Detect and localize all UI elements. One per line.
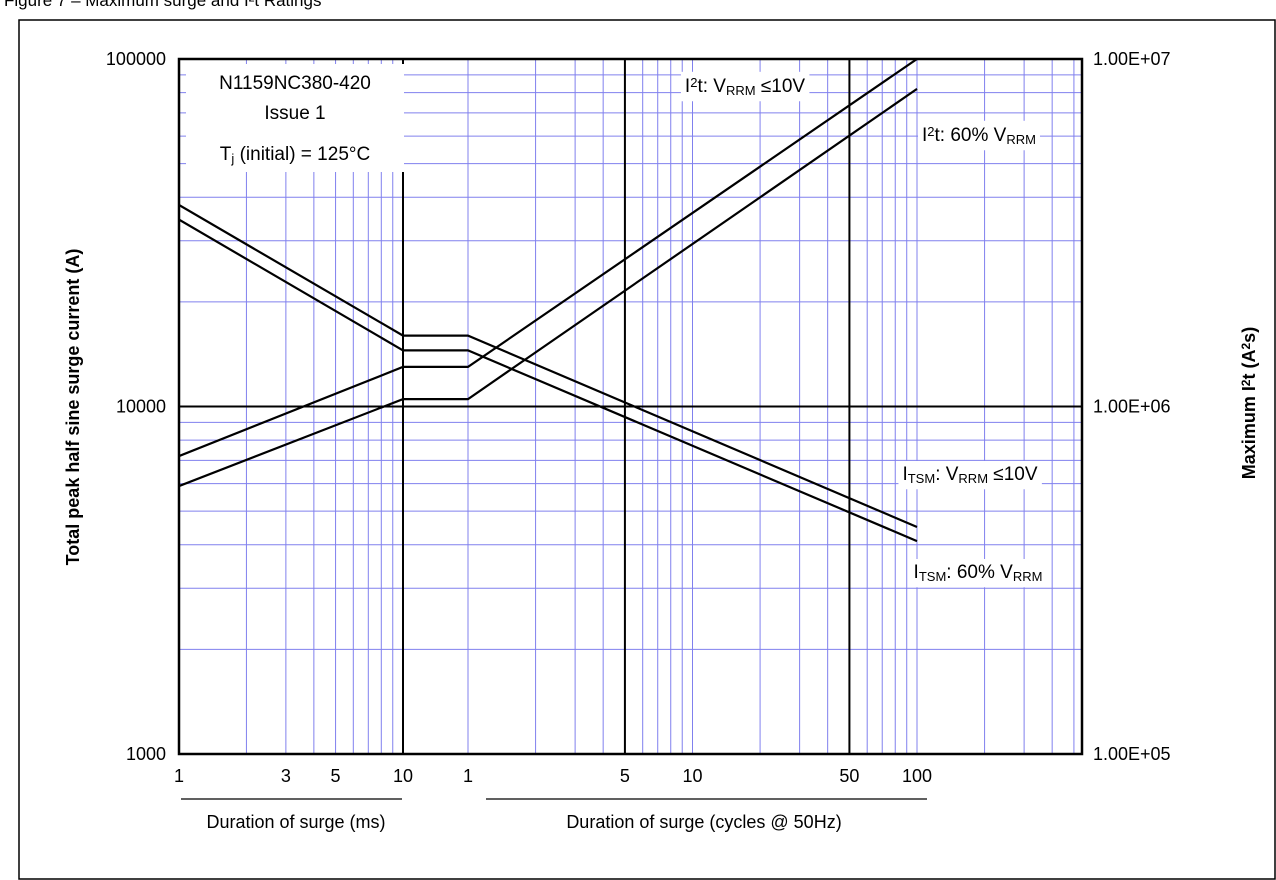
y-left-tick-label: 100000 xyxy=(106,49,166,69)
label-part: RRM xyxy=(726,83,756,98)
label-part: I xyxy=(922,125,927,146)
label-part: t: 60% V xyxy=(935,125,1007,146)
plot-frame xyxy=(177,57,1084,756)
x-ms-tick-label: 10 xyxy=(393,766,413,786)
device-part-number: N1159NC380-420 xyxy=(219,73,371,94)
svg-text:Tj (initial) = 125°C: Tj (initial) = 125°C xyxy=(220,144,370,166)
label-part: 2 xyxy=(1239,342,1253,349)
series-line-4 xyxy=(179,218,918,543)
label-part: t (A xyxy=(1239,349,1259,379)
y-left-axis-title: Total peak half sine surge current (A) xyxy=(63,249,83,566)
y-right-axis-title: Maximum I2t (A2s) xyxy=(1239,327,1259,479)
label-part: 2 xyxy=(927,124,934,139)
figure-title: Figure 7 – Maximum surge and I²t Ratings xyxy=(4,0,322,10)
series-lines xyxy=(179,59,918,543)
svg-text:I2t: VRRM ≤10V: I2t: VRRM ≤10V xyxy=(685,75,805,98)
y-right-tick-label: 1.00E+05 xyxy=(1093,744,1171,764)
label-part: : V xyxy=(935,464,959,485)
x-cycles-axis-title: Duration of surge (cycles @ 50Hz) xyxy=(566,812,841,832)
label-part: T xyxy=(220,144,232,165)
label-part: 2 xyxy=(690,75,697,90)
x-cycles-tick-label: 50 xyxy=(839,766,859,786)
itsm-vrrm10-label: ITSM: VRRM ≤10V xyxy=(898,461,1042,490)
series-line-2 xyxy=(179,87,918,488)
svg-text:ITSM: 60% VRRM: ITSM: 60% VRRM xyxy=(914,562,1043,584)
x-ms-axis-title: Duration of surge (ms) xyxy=(206,812,385,832)
junction-temp-label: Tj (initial) = 125°C xyxy=(215,141,375,170)
label-part: TSM xyxy=(908,471,935,486)
label-part: I xyxy=(902,464,907,485)
major-grid xyxy=(179,59,1082,754)
label-part: RRM xyxy=(1006,132,1036,147)
figure-frame xyxy=(18,19,1276,880)
x-ms-tick-label: 3 xyxy=(281,766,291,786)
x-cycles-tick-label: 5 xyxy=(620,766,630,786)
i2t-vrrm10-label: I2t: VRRM ≤10V xyxy=(680,71,810,102)
svg-text:ITSM: VRRM ≤10V: ITSM: VRRM ≤10V xyxy=(902,464,1037,486)
label-part: TSM xyxy=(919,569,946,584)
label-part: I xyxy=(914,562,919,583)
svg-text:I2t: 60% VRRM: I2t: 60% VRRM xyxy=(922,124,1036,147)
x-cycles-tick-label: 10 xyxy=(682,766,702,786)
y-left-tick-label: 1000 xyxy=(126,744,166,764)
itsm-60pct-label: ITSM: 60% VRRM xyxy=(909,559,1047,588)
y-right-tick-label: 1.00E+06 xyxy=(1093,397,1171,417)
axes: 1000 10000 100000 1.00E+05 1.00E+06 1.00E+07 1… xyxy=(63,49,1259,832)
y-right-tick-label: 1.00E+07 xyxy=(1093,49,1171,69)
label-part: : 60% V xyxy=(946,562,1013,583)
label-part: 2 xyxy=(1239,379,1253,386)
label-part: t: V xyxy=(697,76,726,97)
label-part: ≤10V xyxy=(756,76,806,97)
x-ms-tick-label: 5 xyxy=(331,766,341,786)
label-part: s) xyxy=(1239,327,1259,343)
label-part: RRM xyxy=(958,471,988,486)
x-ms-tick-label: 1 xyxy=(174,766,184,786)
x-cycles-tick-label: 1 xyxy=(463,766,473,786)
label-part: RRM xyxy=(1013,569,1043,584)
label-part: ≤10V xyxy=(988,464,1038,485)
y-left-tick-label: 10000 xyxy=(116,397,166,417)
device-issue: Issue 1 xyxy=(264,103,325,124)
label-part: I xyxy=(685,76,690,97)
series-line-1 xyxy=(179,59,918,458)
series-labels: N1159NC380-420 Issue 1 Tj (initial) = 125°… xyxy=(186,64,1047,588)
x-cycles-tick-label: 100 xyxy=(902,766,932,786)
series-line-3 xyxy=(179,204,918,529)
i2t-60pct-label: I2t: 60% VRRM xyxy=(918,120,1040,151)
label-part: j xyxy=(230,151,234,166)
label-part: (initial) = 125°C xyxy=(234,144,370,165)
label-part: Maximum I xyxy=(1239,386,1259,479)
